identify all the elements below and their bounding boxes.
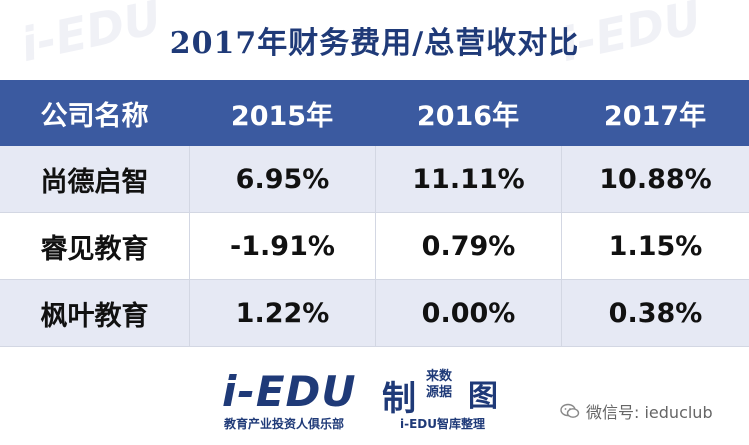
table-row: 尚德启智 6.95% 11.11% 10.88% (0, 146, 749, 213)
table-row: 枫叶教育 1.22% 0.00% 0.38% (0, 280, 749, 347)
iedu-logo: i-EDU 制 来数 源据 图 教育产业投资人俱乐部 i-EDU智库整理 (222, 367, 522, 437)
footer: i-EDU 制 来数 源据 图 教育产业投资人俱乐部 i-EDU智库整理 微信号… (0, 359, 749, 445)
wechat-label: 微信号: ieduclub (586, 403, 713, 422)
company-name: 睿见教育 (40, 233, 149, 265)
logo-subtitle: 教育产业投资人俱乐部 (224, 417, 345, 431)
comparison-table: 公司名称 2015年 2016年 2017年 尚德启智 6.95% 11.11%… (0, 80, 749, 347)
value-2015: 1.22% (189, 280, 375, 346)
header-2015: 2015年 (230, 100, 334, 132)
page-title: 2017年财务费用/总营收对比 (169, 26, 580, 61)
wechat-icon (560, 403, 580, 418)
value-2017: 10.88% (561, 146, 749, 212)
logo-main-text: i-EDU (222, 367, 357, 416)
logo-zhi-text: 制 (382, 379, 416, 419)
value-2017: 0.38% (561, 280, 749, 346)
logo-tu-text: 图 (468, 379, 498, 414)
header-2017: 2017年 (603, 100, 707, 132)
table-header-row: 公司名称 2015年 2016年 2017年 (0, 80, 749, 146)
company-name: 尚德启智 (40, 166, 149, 198)
logo-small-text: 来数 源据 (426, 369, 453, 400)
value-2016: 0.00% (375, 280, 561, 346)
value-2016: 0.79% (375, 213, 561, 279)
company-name: 枫叶教育 (40, 300, 149, 332)
value-2015: -1.91% (189, 213, 375, 279)
table-row: 睿见教育 -1.91% 0.79% 1.15% (0, 213, 749, 280)
value-2017: 1.15% (561, 213, 749, 279)
header-2016: 2016年 (416, 100, 520, 132)
logo-subtitle-2: i-EDU智库整理 (400, 417, 485, 431)
value-2015: 6.95% (189, 146, 375, 212)
header-company: 公司名称 (40, 100, 149, 132)
value-2016: 11.11% (375, 146, 561, 212)
wechat-id: 微信号: ieduclub (560, 399, 713, 423)
